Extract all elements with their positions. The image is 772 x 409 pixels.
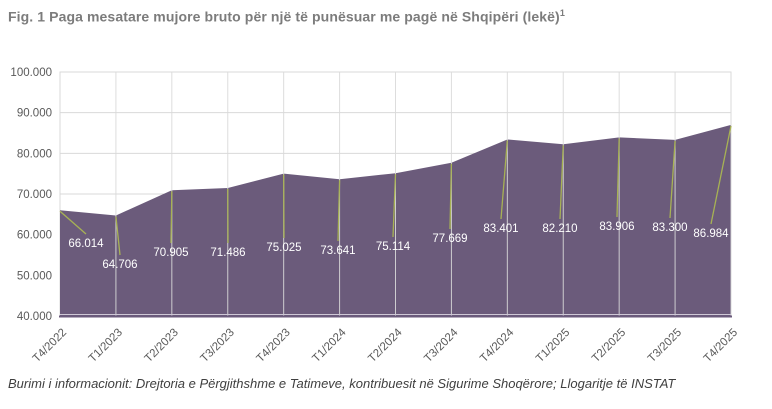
data-label: 64.706 xyxy=(102,259,137,271)
data-label: 66.014 xyxy=(68,238,104,250)
data-label-leader-line xyxy=(559,145,564,220)
x-axis-tick-label: T3/2024 xyxy=(422,326,461,365)
x-axis-tick-label: T4/2022 xyxy=(31,327,69,365)
figure-title-text: Fig. 1 Paga mesatare mujore bruto për nj… xyxy=(8,8,560,25)
figure-title: Fig. 1 Paga mesatare mujore bruto për nj… xyxy=(8,8,768,25)
data-label-leader-line xyxy=(669,140,676,219)
x-axis-tick-label: T3/2023 xyxy=(199,327,237,365)
x-axis-tick-label: T1/2024 xyxy=(310,326,349,365)
data-label: 83.906 xyxy=(599,221,634,233)
x-axis-tick-label: T4/2023 xyxy=(254,327,292,365)
data-label-leader-line xyxy=(710,125,732,225)
data-label-leader-line xyxy=(449,163,453,230)
y-axis-tick-label: 90.000 xyxy=(17,108,52,120)
x-axis-tick-label: T2/2023 xyxy=(143,327,181,365)
data-label: 77.669 xyxy=(432,233,467,245)
data-label-leader-line xyxy=(170,191,173,244)
data-label-leader-line xyxy=(616,138,620,218)
x-axis-tick-label: T2/2024 xyxy=(366,326,405,365)
data-label: 73.641 xyxy=(320,245,355,257)
y-axis-tick-label: 50.000 xyxy=(17,270,52,282)
source-note: Burimi i informacionit: Drejtoria e Përg… xyxy=(8,376,676,391)
x-axis-tick-label: T4/2025 xyxy=(702,327,740,365)
data-label: 82.210 xyxy=(542,223,577,235)
data-label: 75.114 xyxy=(376,241,411,253)
x-axis-tick-label: T2/2025 xyxy=(590,327,628,365)
y-axis-tick-label: 40.000 xyxy=(17,311,52,323)
y-axis-tick-label: 100.000 xyxy=(10,67,52,79)
data-label: 83.300 xyxy=(652,222,687,234)
data-label: 75.025 xyxy=(266,242,301,254)
data-label-leader-line xyxy=(115,216,121,256)
y-axis-tick-label: 60.000 xyxy=(17,230,52,242)
x-axis-tick-label: T3/2025 xyxy=(646,327,684,365)
data-label: 71.486 xyxy=(210,247,245,259)
title-footnote-marker: 1 xyxy=(559,8,565,18)
data-label: 86.984 xyxy=(693,228,729,240)
x-axis-tick-label: T1/2025 xyxy=(534,327,572,365)
data-label: 83.401 xyxy=(483,223,518,235)
data-label-leader-line xyxy=(500,140,508,220)
data-label-leader-line xyxy=(337,180,341,242)
data-label-leader-line xyxy=(59,210,87,235)
x-axis-tick-label: T4/2024 xyxy=(478,326,517,365)
y-axis-tick-label: 80.000 xyxy=(17,148,52,160)
y-axis-tick-label: 70.000 xyxy=(17,189,52,201)
data-label: 70.905 xyxy=(153,247,188,259)
x-axis-tick-label: T1/2023 xyxy=(87,327,125,365)
data-label-leader-line xyxy=(392,174,397,238)
